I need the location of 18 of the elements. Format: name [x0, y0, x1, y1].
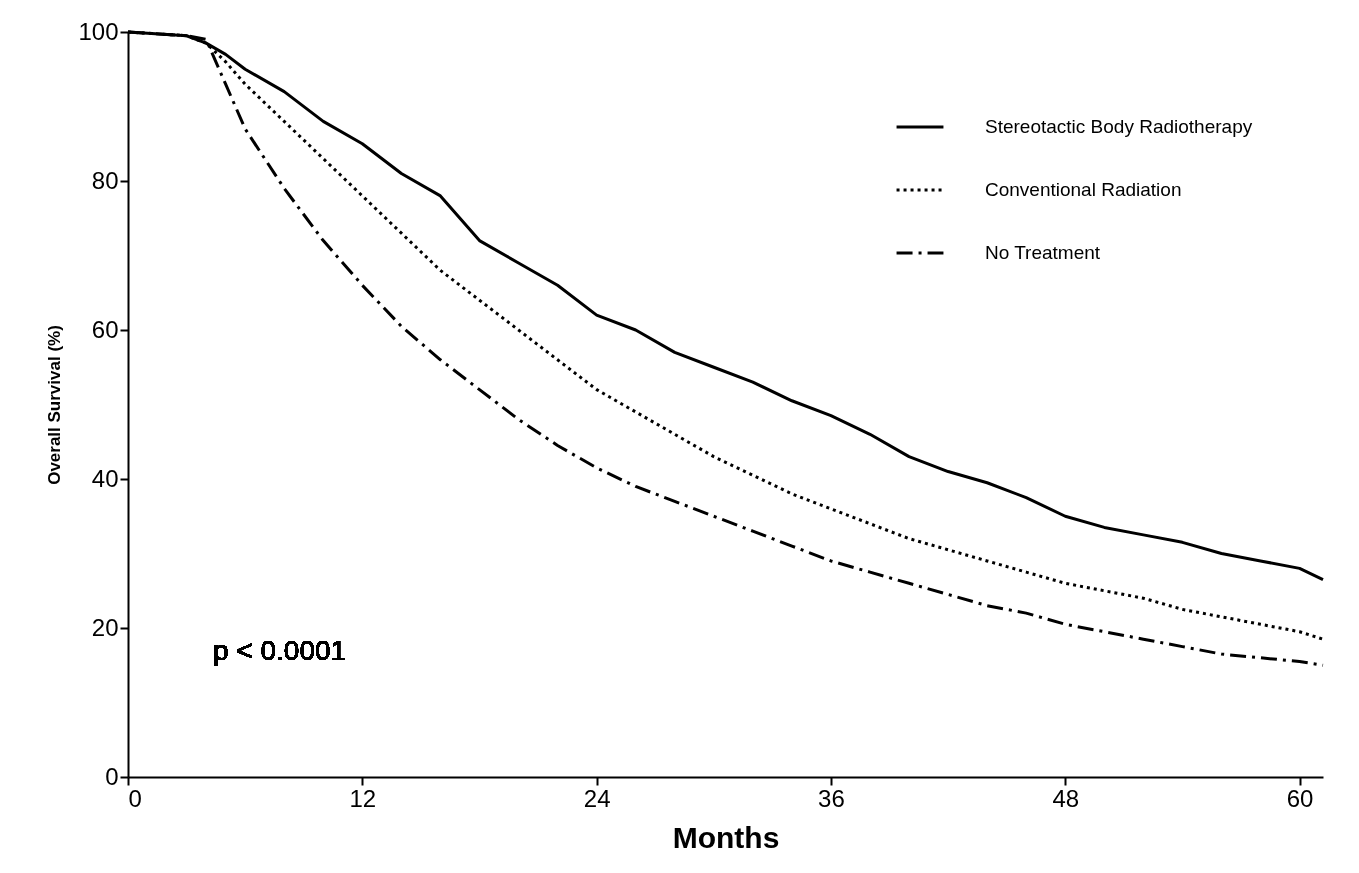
annotation: p < 0.0001	[213, 635, 347, 666]
x-tick-label: 36	[818, 784, 845, 812]
y-tick-label: 40	[91, 464, 119, 492]
y-tick-label: 100	[78, 17, 119, 45]
x-tick-label: 12	[349, 784, 377, 812]
y-tick-label: 20	[91, 613, 119, 641]
y-tick-label: 80	[91, 166, 119, 194]
x-tick-label: 48	[1052, 784, 1080, 812]
x-axis-title: Months	[672, 820, 780, 854]
y-tick-label: 0	[105, 762, 119, 790]
x-tick-label: 24	[583, 784, 611, 812]
legend-label: Conventional Radiation	[985, 179, 1182, 200]
legend-label: Stereotactic Body Radiotherapy	[985, 116, 1253, 137]
y-tick-label: 60	[91, 315, 119, 343]
x-tick-label: 0	[128, 784, 142, 812]
x-tick-label: 60	[1286, 784, 1314, 812]
y-axis-title: Overall Survival (%)	[45, 325, 65, 485]
legend-label: No Treatment	[985, 242, 1101, 263]
